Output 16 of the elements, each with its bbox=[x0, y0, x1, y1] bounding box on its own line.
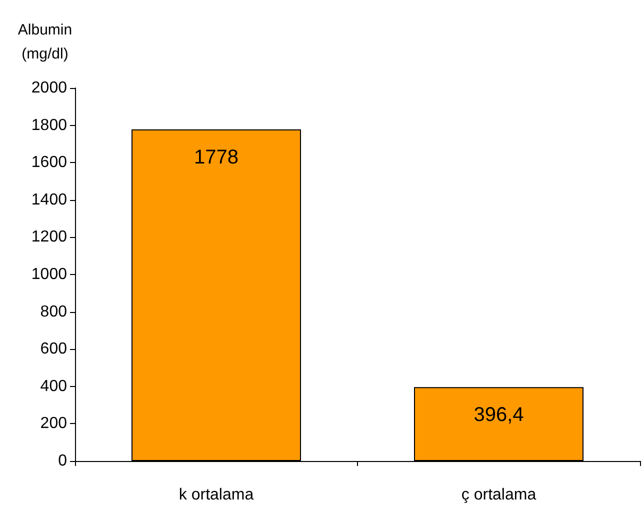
data-label: 1778 bbox=[194, 146, 238, 168]
data-label: 396,4 bbox=[474, 404, 524, 426]
y-tick-label: 600 bbox=[40, 340, 68, 358]
y-axis-title: Albumin (mg/dl) bbox=[18, 22, 72, 62]
y-tick-label: 800 bbox=[40, 303, 68, 320]
y-tick-label: 200 bbox=[40, 415, 68, 432]
y-tick-label: 2000 bbox=[31, 80, 68, 96]
y-tick-label: 1000 bbox=[31, 266, 68, 283]
y-tick-label: 400 bbox=[40, 378, 68, 395]
y-tick-label: 0 bbox=[58, 452, 68, 470]
y-tick-label: 1400 bbox=[31, 191, 68, 208]
y-tick-label: 1200 bbox=[31, 228, 68, 246]
y-tick-label: 1600 bbox=[31, 154, 68, 172]
y-tick-label: 1800 bbox=[31, 116, 68, 134]
x-tick-label: k ortalama bbox=[178, 486, 254, 504]
x-tick-label: ç ortalama bbox=[461, 486, 536, 504]
